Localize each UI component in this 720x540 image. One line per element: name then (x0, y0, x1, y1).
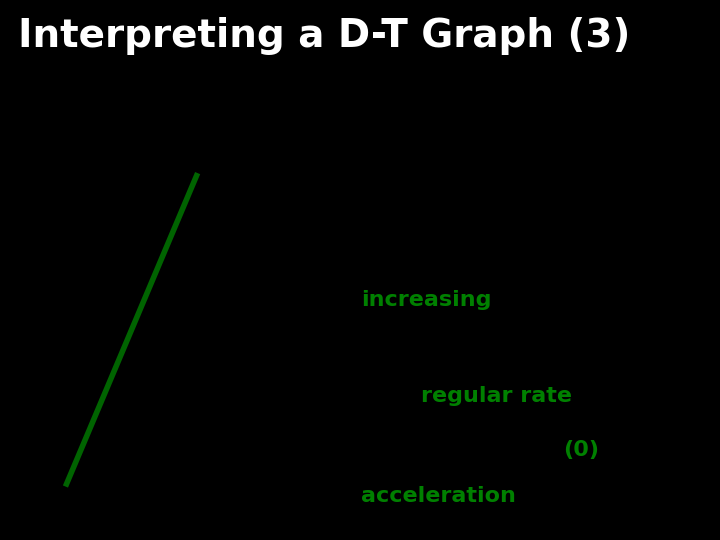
Text: Time (s): Time (s) (122, 512, 204, 530)
Text: •: • (328, 440, 343, 463)
Text: The distance (m)
from a reference
point is: The distance (m) from a reference point … (361, 194, 573, 267)
Text: •: • (328, 194, 343, 218)
Text: increasing: increasing (361, 290, 491, 310)
Text: It is increasing at: It is increasing at (361, 339, 580, 359)
Text: Analysis:: Analysis: (433, 115, 589, 144)
Text: acceleration: acceleration (361, 487, 516, 507)
Text: (0): (0) (563, 440, 599, 460)
Text: a: a (361, 386, 384, 406)
Text: Interpreting a D-T Graph (3): Interpreting a D-T Graph (3) (18, 17, 631, 56)
Text: Distance (m): Distance (m) (12, 242, 30, 371)
Text: regular rate: regular rate (421, 386, 572, 406)
Text: This shows: This shows (361, 440, 507, 460)
Text: •: • (328, 339, 343, 363)
